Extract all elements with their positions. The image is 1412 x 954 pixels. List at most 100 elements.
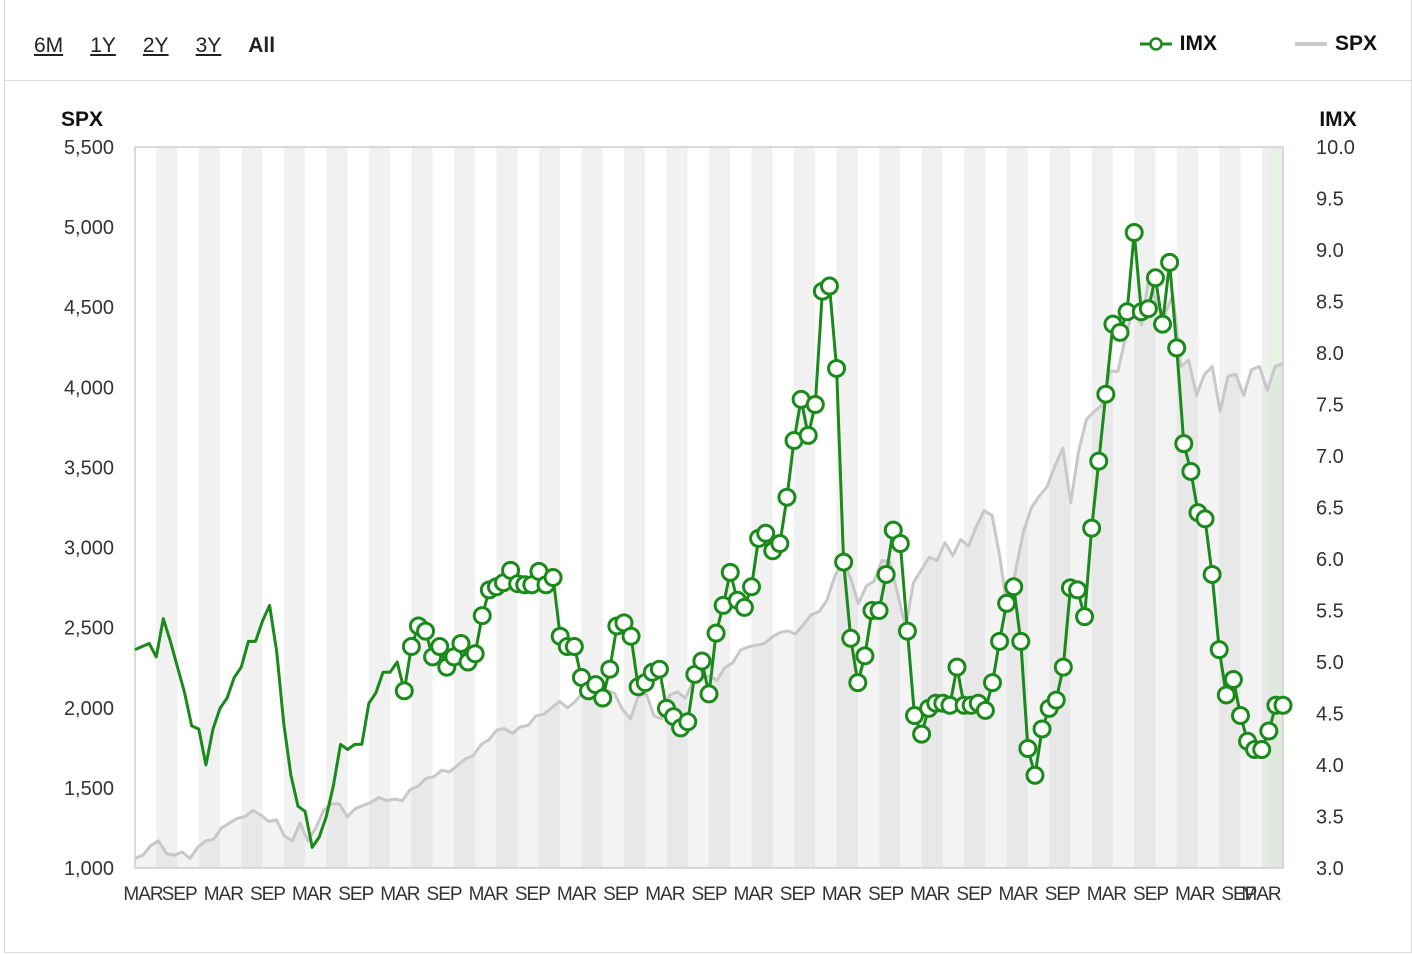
- imx-point: [1124, 222, 1144, 242]
- grid-band: [921, 147, 943, 868]
- grid-band: [1240, 147, 1262, 868]
- legend: IMX SPX: [1062, 32, 1377, 56]
- imx-point: [1153, 314, 1173, 334]
- range-2y-button[interactable]: 2Y: [142, 34, 169, 57]
- spx-area: [135, 275, 1283, 868]
- imx-point: [827, 358, 847, 378]
- x-axis-tick-label: MAR: [910, 884, 950, 905]
- imx-point: [401, 637, 421, 657]
- range-all-button[interactable]: All: [248, 34, 276, 57]
- imx-point: [564, 637, 584, 657]
- imx-point: [1209, 640, 1229, 660]
- right-axis-tick-label: 8.0: [1316, 343, 1344, 365]
- imx-point: [770, 534, 790, 554]
- right-axis-tick-label: 6.5: [1316, 498, 1344, 520]
- left-axis-tick-label: 5,000: [64, 217, 114, 239]
- left-axis-tick-label: 2,000: [64, 698, 114, 720]
- imx-point: [543, 568, 563, 588]
- grid-band: [347, 147, 369, 868]
- imx-point: [1053, 657, 1073, 677]
- imx-point: [1252, 740, 1272, 760]
- imx-point: [777, 487, 797, 507]
- x-axis-tick-label: MAR: [469, 884, 509, 905]
- imx-point: [416, 621, 436, 641]
- imx-point: [720, 562, 740, 582]
- grid-band: [496, 147, 518, 868]
- grid-band: [900, 147, 922, 868]
- imx-point: [1018, 739, 1038, 759]
- grid-band: [1049, 147, 1071, 868]
- right-axis-title: IMX: [1319, 108, 1356, 131]
- imx-point: [819, 276, 839, 296]
- x-axis-tick-label: SEP: [515, 884, 550, 905]
- grid-band: [305, 147, 327, 868]
- right-axis-tick-label: 6.0: [1316, 549, 1344, 571]
- right-axis-tick-label: 7.5: [1316, 395, 1344, 417]
- legend-item-spx[interactable]: SPX: [1294, 32, 1377, 56]
- imx-point: [1273, 695, 1293, 715]
- imx-point: [1223, 670, 1243, 690]
- grid-band: [475, 147, 497, 868]
- x-axis-tick-label: SEP: [427, 884, 462, 905]
- imx-point: [1216, 685, 1236, 705]
- imx-point: [848, 673, 868, 693]
- left-axis-tick-label: 3,000: [64, 538, 114, 560]
- x-axis-tick-label: MAR: [822, 884, 862, 905]
- imx-point: [1259, 721, 1279, 741]
- imx-point: [472, 606, 492, 626]
- imx-point: [1230, 706, 1250, 726]
- grid-band: [964, 147, 986, 868]
- x-axis-tick-label: MAR: [1087, 884, 1127, 905]
- right-axis-tick-label: 5.5: [1316, 601, 1344, 623]
- range-3y-button[interactable]: 3Y: [195, 34, 222, 57]
- grid-band: [1176, 147, 1198, 868]
- x-axis-tick-label: MAR: [557, 884, 597, 905]
- grid-band: [198, 147, 221, 868]
- imx-point: [593, 688, 613, 708]
- right-axis-tick-label: 5.0: [1316, 652, 1344, 674]
- imx-point: [451, 633, 471, 653]
- left-axis-tick-label: 2,500: [64, 618, 114, 640]
- x-axis-tick-label: SEP: [956, 884, 991, 905]
- x-axis-tick-label: SEP: [338, 884, 373, 905]
- left-axis-tick-label: 1,000: [64, 858, 114, 880]
- imx-point: [699, 684, 719, 704]
- imx-point: [890, 534, 910, 554]
- grid-band: [368, 147, 391, 868]
- grid-band: [942, 147, 965, 868]
- x-axis-tick-label: SEP: [1045, 884, 1080, 905]
- imx-point: [1011, 631, 1031, 651]
- x-axis-tick-label: MAR: [380, 884, 420, 905]
- legend-item-imx[interactable]: IMX: [1139, 32, 1217, 56]
- grid-band: [432, 147, 454, 868]
- imx-point: [869, 601, 889, 620]
- grid-band: [1070, 147, 1092, 868]
- imx-point: [876, 564, 896, 584]
- x-axis-tick-label: MAR: [1175, 884, 1215, 905]
- imx-point: [1195, 509, 1215, 529]
- range-1y-button[interactable]: 1Y: [90, 34, 116, 57]
- imx-point: [912, 724, 932, 744]
- imx-point: [1089, 451, 1109, 471]
- legend-spx-label: SPX: [1334, 32, 1377, 55]
- range-6m-button[interactable]: 6M: [34, 34, 64, 57]
- left-axis-tick-label: 4,500: [64, 297, 114, 319]
- grid-band: [602, 147, 624, 868]
- imx-point: [1082, 518, 1102, 538]
- grid-band: [326, 147, 348, 868]
- grid-band: [390, 147, 412, 868]
- right-axis-tick-label: 4.0: [1316, 755, 1344, 777]
- imx-point: [1145, 268, 1165, 288]
- imx-point: [1181, 461, 1201, 481]
- grid-band: [1027, 147, 1050, 868]
- chart-widget: 6M 1Y 2Y 3Y All IMX SPX: [4, 0, 1412, 953]
- grid-band: [666, 147, 688, 868]
- imx-point: [1004, 577, 1024, 597]
- x-axis-tick-label: SEP: [691, 884, 726, 905]
- imx-point: [734, 597, 754, 617]
- grid-band: [283, 147, 306, 868]
- imx-point: [798, 425, 818, 445]
- grid-band: [730, 147, 752, 868]
- imx-point: [1067, 580, 1087, 600]
